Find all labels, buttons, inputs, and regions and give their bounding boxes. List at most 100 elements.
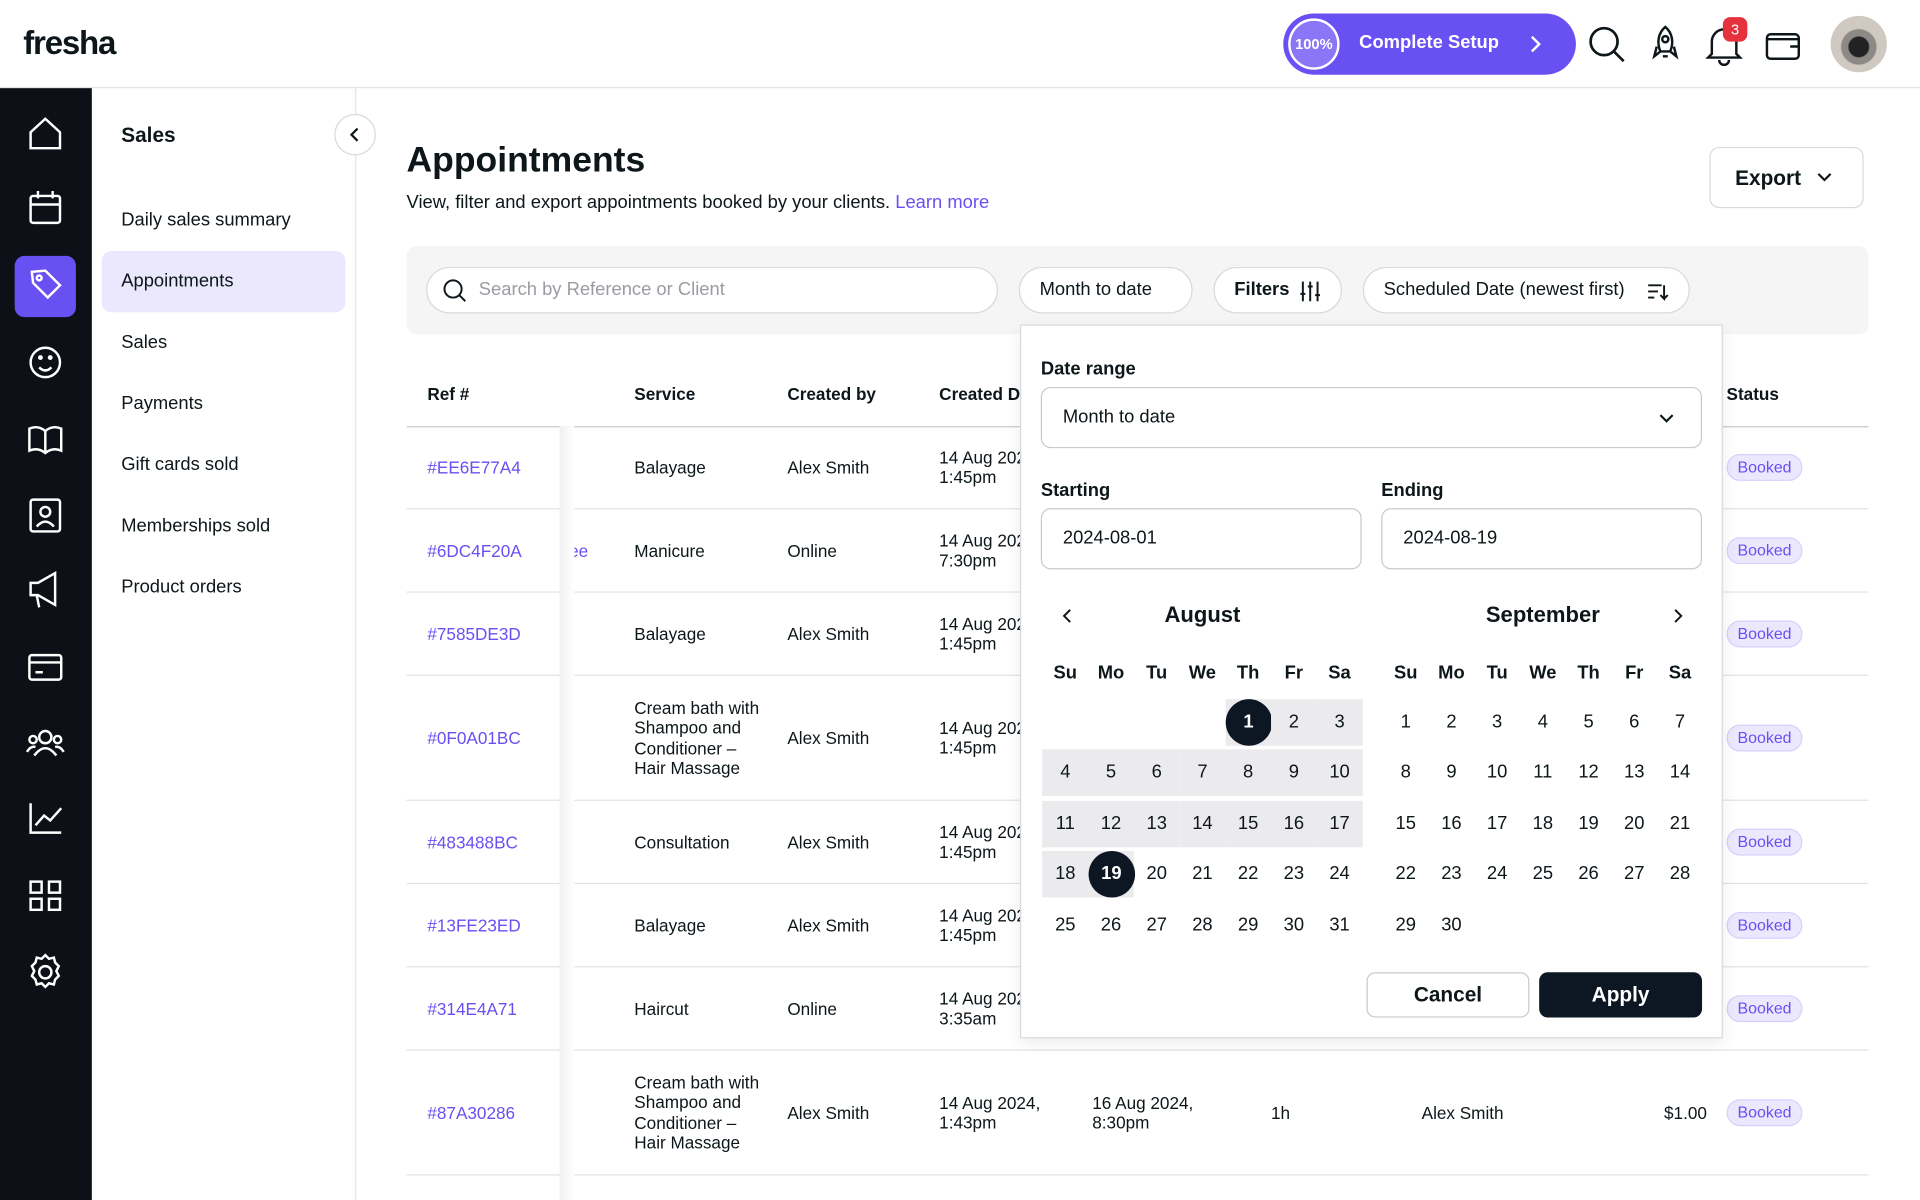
calendar-day[interactable]: 17 — [1316, 800, 1363, 848]
calendar-day[interactable]: 10 — [1316, 749, 1363, 796]
calendar-day[interactable]: 25 — [1042, 902, 1088, 949]
calendar-day[interactable]: 10 — [1474, 749, 1520, 796]
calendar-day[interactable]: 1 — [1383, 699, 1429, 746]
sub-nav-item[interactable]: Payments — [121, 393, 203, 414]
calendar-day[interactable]: 24 — [1474, 851, 1520, 898]
calendar-day[interactable]: 8 — [1383, 749, 1429, 796]
calendar-day[interactable]: 27 — [1134, 902, 1180, 949]
weekday: Su — [1053, 662, 1078, 684]
ending-input[interactable]: 2024-08-19 — [1381, 508, 1703, 570]
sub-nav-item[interactable]: Appointments — [101, 251, 346, 313]
calendar-day[interactable]: 3 — [1316, 699, 1363, 746]
calendar-day[interactable]: 4 — [1042, 749, 1089, 796]
calendar-day[interactable]: 24 — [1317, 851, 1363, 898]
calendar-day[interactable]: 23 — [1429, 851, 1475, 898]
calendar-day[interactable]: 29 — [1225, 902, 1271, 949]
calendar-day[interactable]: 17 — [1474, 801, 1520, 848]
logo[interactable]: fresha — [23, 24, 116, 62]
calendar-day[interactable]: 1 — [1225, 699, 1272, 746]
table-row[interactable]: 14 Aug 202416 Aug 2024 — [407, 1176, 1869, 1200]
calendar-day[interactable]: 21 — [1657, 801, 1703, 848]
day-number: 29 — [1237, 914, 1259, 936]
calendar-day[interactable]: 7 — [1657, 699, 1703, 746]
calendar-day[interactable]: 7 — [1179, 749, 1226, 796]
sort-button[interactable]: Scheduled Date (newest first) — [1362, 266, 1690, 314]
sub-nav-item[interactable]: Memberships sold — [121, 515, 271, 537]
rocket-icon[interactable] — [1646, 24, 1685, 63]
range-select[interactable]: Month to date — [1040, 386, 1703, 449]
calendar-day[interactable]: 6 — [1611, 699, 1657, 746]
calendar-day[interactable]: 15 — [1383, 801, 1429, 848]
calendar-day[interactable]: 23 — [1271, 851, 1317, 898]
weekday: Mo — [1097, 662, 1125, 684]
calendar-day[interactable]: 13 — [1611, 749, 1657, 796]
sub-nav-item[interactable]: Sales — [121, 331, 168, 353]
calendar-day[interactable]: 28 — [1180, 902, 1226, 949]
calendar-day[interactable]: 11 — [1042, 800, 1089, 848]
search-icon[interactable] — [1587, 24, 1626, 63]
calendar-day[interactable]: 8 — [1225, 749, 1272, 796]
calendar-day[interactable]: 25 — [1520, 851, 1566, 898]
calendar-day[interactable]: 20 — [1611, 801, 1657, 848]
sub-nav-item[interactable]: Daily sales summary — [121, 209, 291, 231]
calendar-day[interactable]: 9 — [1270, 749, 1317, 796]
calendar-day[interactable]: 11 — [1520, 749, 1566, 796]
weekday: Fr — [1625, 662, 1644, 684]
table-row[interactable]: #314E4A71thHaircutOnline14 Aug 2024,3:35… — [406, 967, 1869, 1051]
calendar-day[interactable]: 30 — [1271, 902, 1317, 949]
calendar-day[interactable]: 14 — [1179, 800, 1226, 848]
table-row[interactable]: #6DC4F20ALeeManicureOnline14 Aug 2024,7:… — [406, 509, 1869, 593]
starting-input[interactable]: 2024-08-01 — [1040, 508, 1362, 570]
calendar-day[interactable]: 5 — [1566, 699, 1612, 746]
avatar[interactable] — [1830, 15, 1887, 73]
calendar-day[interactable]: 14 — [1657, 749, 1703, 796]
status: Booked — [1726, 536, 1803, 565]
nav-icons[interactable] — [0, 88, 92, 1019]
calendar-day[interactable]: 3 — [1474, 699, 1520, 746]
wallet-icon[interactable] — [1763, 27, 1802, 64]
filters-button[interactable]: Filters — [1213, 266, 1343, 314]
apply-button[interactable]: Apply — [1539, 972, 1703, 1018]
calendar-day[interactable]: 2 — [1429, 699, 1475, 746]
date-filter[interactable]: Month to date — [1018, 266, 1193, 314]
export-button[interactable]: Export — [1709, 146, 1864, 209]
calendar-day[interactable]: 19 — [1566, 801, 1612, 848]
calendar-day[interactable]: 22 — [1225, 851, 1271, 898]
learn-more[interactable]: Learn more — [895, 192, 990, 214]
calendar-day[interactable]: 9 — [1429, 749, 1475, 796]
prev-month[interactable] — [1058, 606, 1078, 626]
calendar-day[interactable]: 28 — [1657, 851, 1703, 898]
calendar-day[interactable]: 16 — [1429, 801, 1475, 848]
sub-nav-item[interactable]: Gift cards sold — [121, 454, 239, 476]
collapse-button[interactable] — [334, 113, 376, 156]
next-month[interactable] — [1668, 606, 1688, 626]
calendar-day[interactable]: 29 — [1383, 902, 1429, 949]
calendar-day[interactable]: 5 — [1088, 749, 1134, 796]
calendar-day[interactable]: 2 — [1270, 699, 1317, 746]
calendar-day[interactable]: 12 — [1088, 800, 1134, 848]
calendar-day[interactable]: 6 — [1133, 749, 1180, 796]
table-row[interactable]: #87A30286 Cream bath with Shampoo and Con… — [406, 1051, 1869, 1176]
calendar-day[interactable]: 21 — [1180, 851, 1226, 898]
search-box[interactable]: Search by Reference or Client — [426, 266, 998, 314]
calendar-day[interactable]: 15 — [1225, 800, 1272, 848]
calendar-day[interactable]: 20 — [1134, 851, 1180, 898]
cancel-button[interactable]: Cancel — [1366, 972, 1530, 1018]
calendar-day[interactable]: 18 — [1042, 851, 1089, 898]
calendar-day[interactable]: 27 — [1611, 851, 1657, 898]
calendar-day[interactable]: 22 — [1383, 851, 1429, 898]
sub-nav-item[interactable]: Product orders — [121, 576, 242, 598]
created-time: 3:35am — [939, 1008, 997, 1028]
calendar-day[interactable]: 18 — [1520, 801, 1566, 848]
calendar-day[interactable]: 31 — [1317, 902, 1363, 949]
calendar-day[interactable]: 26 — [1088, 902, 1134, 949]
calendar-day[interactable]: 12 — [1566, 749, 1612, 796]
calendar-day[interactable]: 4 — [1520, 699, 1566, 746]
calendar-day[interactable]: 16 — [1270, 800, 1317, 848]
complete-setup[interactable]: 100% Complete Setup — [1283, 13, 1576, 75]
calendar-day[interactable]: 26 — [1566, 851, 1612, 898]
table-row[interactable]: #13FE23ED Balayage Alex Smith 14 Aug 2024, 1… — [406, 884, 1869, 968]
calendar-day[interactable]: 30 — [1429, 902, 1475, 949]
calendar-day[interactable]: 19 — [1088, 851, 1135, 898]
calendar-day[interactable]: 13 — [1133, 800, 1180, 848]
